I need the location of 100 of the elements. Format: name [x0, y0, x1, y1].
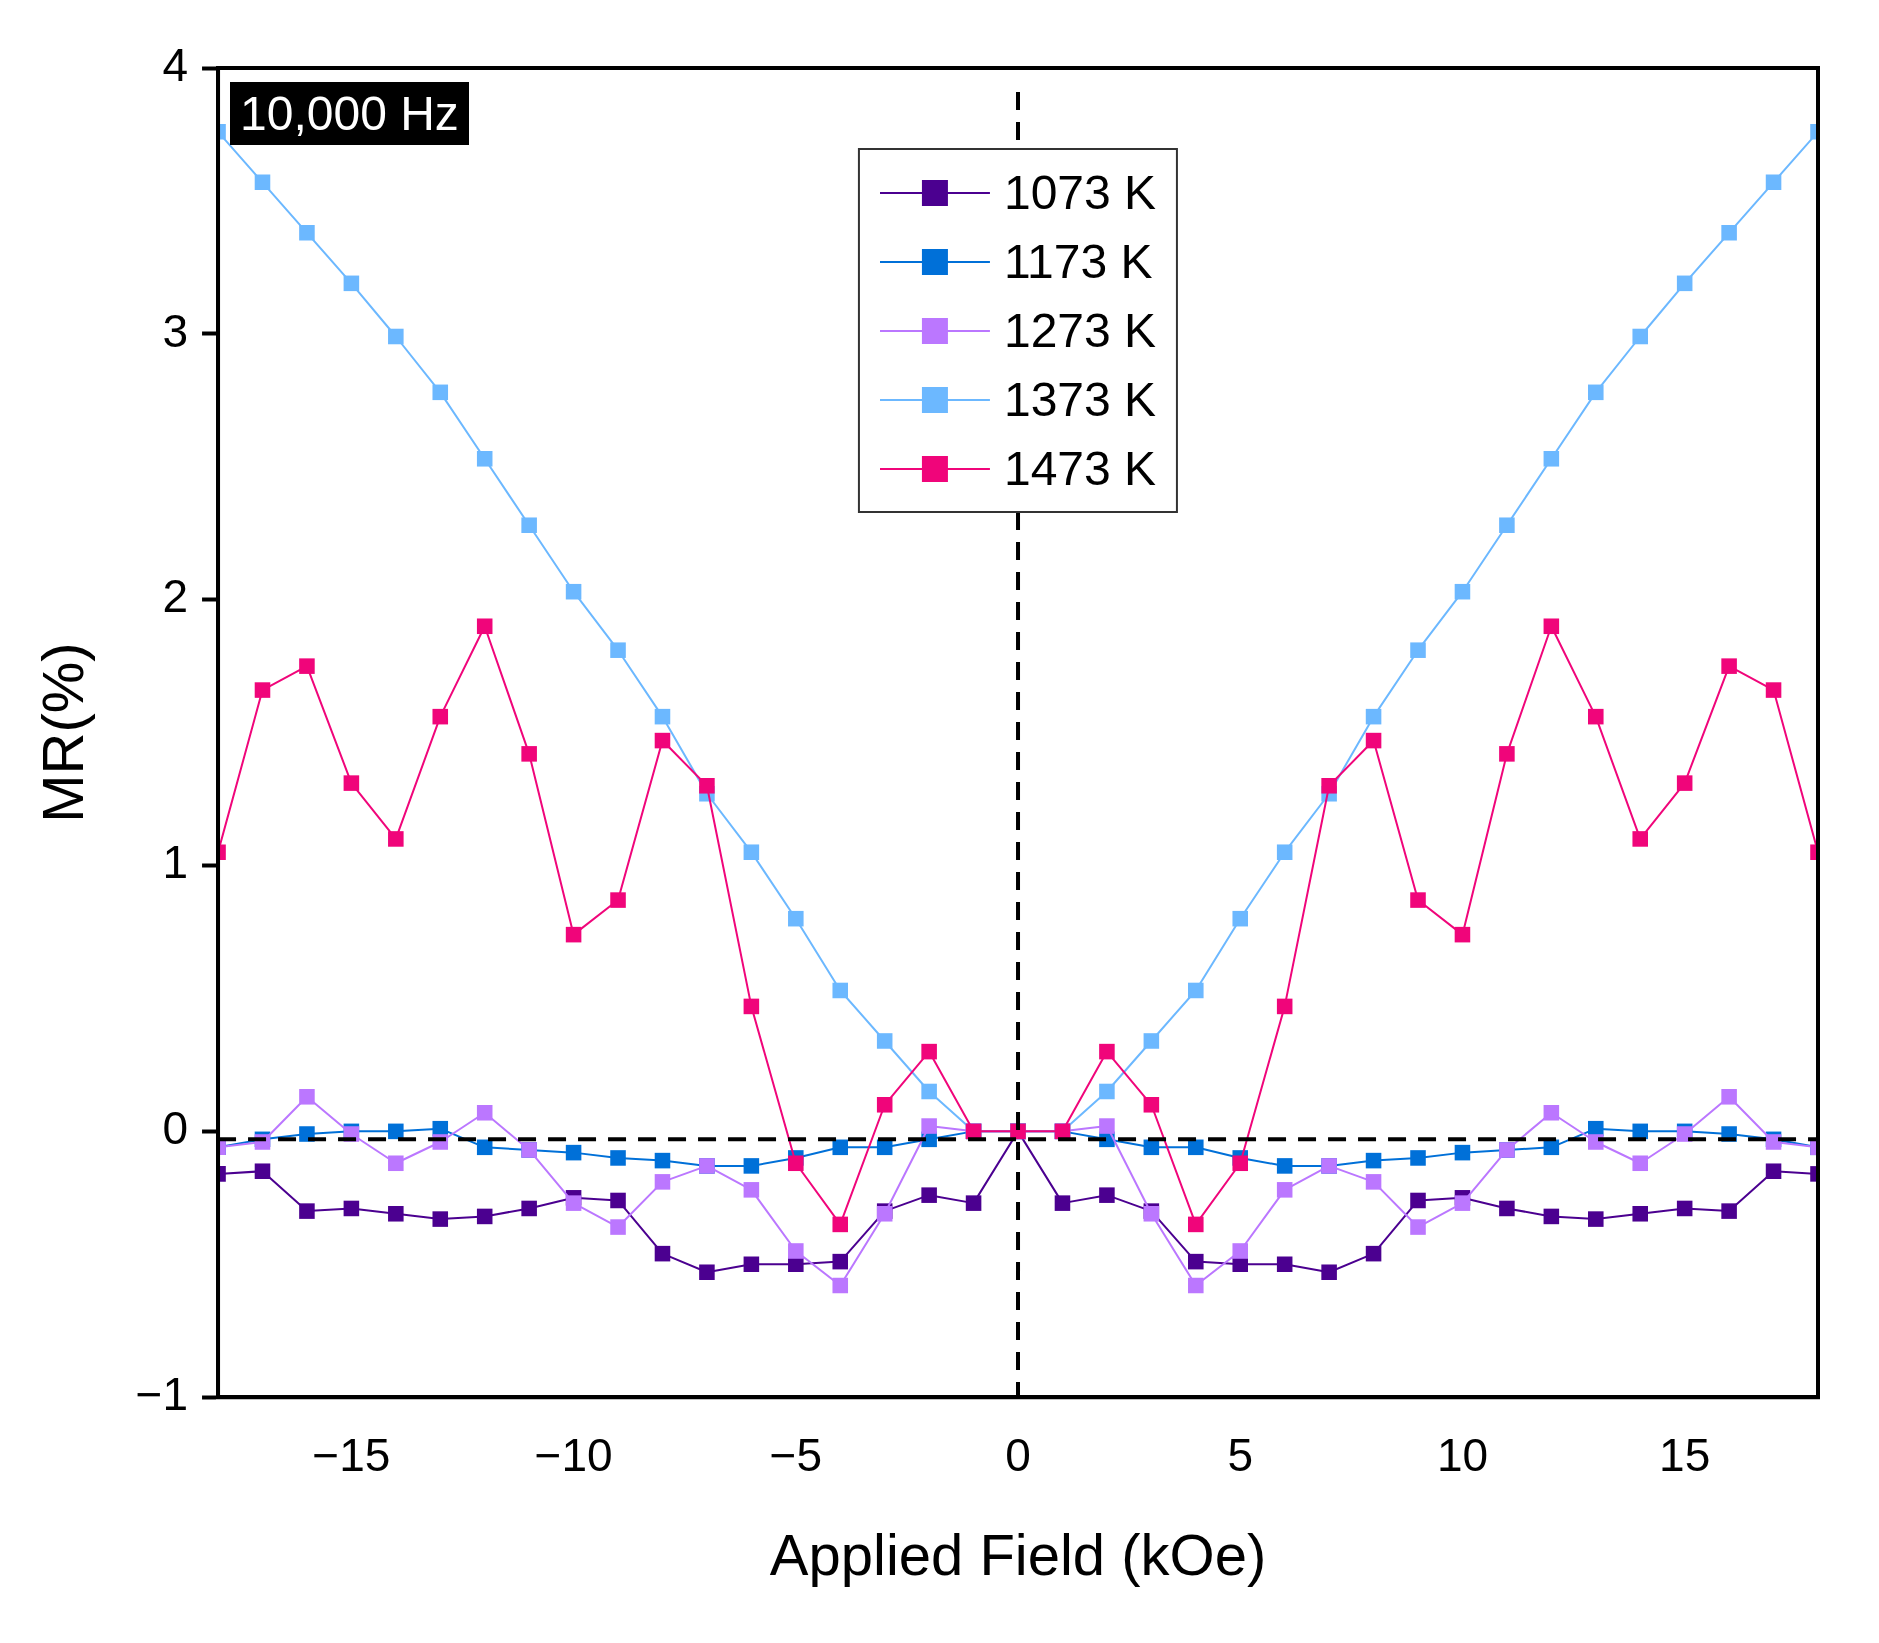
point: [1365, 1245, 1382, 1262]
point: [743, 998, 760, 1015]
point: [1543, 1104, 1560, 1121]
point: [388, 1205, 404, 1222]
point: [610, 1150, 626, 1166]
point: [921, 1187, 937, 1203]
point: [388, 1123, 404, 1140]
x-tick-label: 0: [1005, 1429, 1031, 1482]
point: [788, 910, 804, 927]
point: [1054, 1195, 1071, 1211]
point: [1499, 746, 1515, 762]
point: [343, 275, 360, 292]
y-tick-label: 3: [162, 304, 189, 357]
point: [388, 1155, 404, 1172]
annotation: 10,000 Hz: [230, 82, 469, 145]
point: [654, 732, 671, 749]
point: [476, 1104, 493, 1121]
point: [299, 225, 315, 241]
legend-label: 1073 K: [1003, 165, 1157, 220]
point: [654, 1245, 671, 1262]
point: [1765, 682, 1782, 698]
point: [832, 1253, 849, 1270]
point: [1588, 384, 1604, 401]
point: [1410, 642, 1426, 658]
point: [1543, 451, 1560, 467]
point: [876, 1033, 893, 1049]
point: [1276, 1256, 1293, 1273]
point: [343, 775, 360, 791]
point: [1276, 844, 1293, 861]
x-tick-label: −10: [534, 1429, 613, 1482]
point: [788, 1243, 804, 1259]
point: [1099, 1118, 1115, 1134]
point: [1321, 1264, 1337, 1281]
point: [832, 1139, 849, 1156]
point: [654, 1152, 671, 1169]
point: [521, 517, 537, 534]
point: [699, 1264, 715, 1281]
point: [743, 844, 760, 861]
point: [565, 1195, 582, 1211]
point: [1410, 1150, 1426, 1166]
point: [1588, 1134, 1604, 1150]
point: [476, 1139, 493, 1156]
point: [788, 1155, 804, 1172]
point: [1676, 275, 1693, 292]
point: [1232, 1155, 1249, 1172]
point: [432, 708, 449, 725]
point: [921, 1118, 937, 1134]
y-axis-title: MR(%): [29, 642, 95, 823]
x-tick-label: −15: [312, 1429, 391, 1482]
point: [1099, 1187, 1115, 1203]
point: [1543, 1208, 1560, 1225]
point: [254, 1163, 271, 1180]
point: [610, 892, 626, 908]
point: [476, 1208, 493, 1225]
point: [432, 384, 449, 401]
point: [476, 618, 493, 635]
point: [254, 174, 271, 191]
point: [565, 583, 582, 600]
point: [1365, 732, 1382, 749]
point: [476, 451, 493, 467]
point: [1365, 1174, 1382, 1190]
point: [1410, 1192, 1426, 1209]
point: [610, 1192, 626, 1209]
point: [1365, 1152, 1382, 1169]
y-tick-label: 2: [162, 570, 189, 623]
point: [610, 642, 626, 658]
point: [1721, 225, 1737, 241]
point: [1588, 708, 1604, 725]
point: [565, 1144, 582, 1161]
point: [1276, 1182, 1293, 1198]
point: [565, 926, 582, 943]
point: [1632, 328, 1649, 345]
point: [743, 1256, 760, 1273]
x-tick-label: −5: [769, 1429, 823, 1482]
point: [832, 982, 849, 999]
point: [388, 328, 404, 345]
point: [1232, 1243, 1249, 1259]
point: [832, 1216, 849, 1233]
point: [1188, 982, 1204, 999]
legend-label: 1373 K: [1003, 372, 1157, 427]
point: [921, 1043, 937, 1060]
point: [1143, 1097, 1160, 1113]
point: [1410, 892, 1426, 908]
point: [654, 1174, 671, 1190]
point: [1365, 708, 1382, 725]
point: [1454, 1144, 1471, 1161]
point: [1454, 926, 1471, 943]
point: [1188, 1216, 1204, 1233]
point: [1765, 174, 1782, 191]
point: [1143, 1033, 1160, 1049]
point: [965, 1195, 982, 1211]
point: [1410, 1219, 1426, 1235]
point: [1588, 1211, 1604, 1227]
point: [299, 1089, 315, 1105]
point: [1321, 777, 1337, 794]
y-tick-label: 0: [162, 1102, 189, 1155]
point: [1721, 1203, 1737, 1219]
y-tick-label: 4: [162, 38, 189, 91]
point: [699, 777, 715, 794]
point: [1188, 1139, 1204, 1156]
